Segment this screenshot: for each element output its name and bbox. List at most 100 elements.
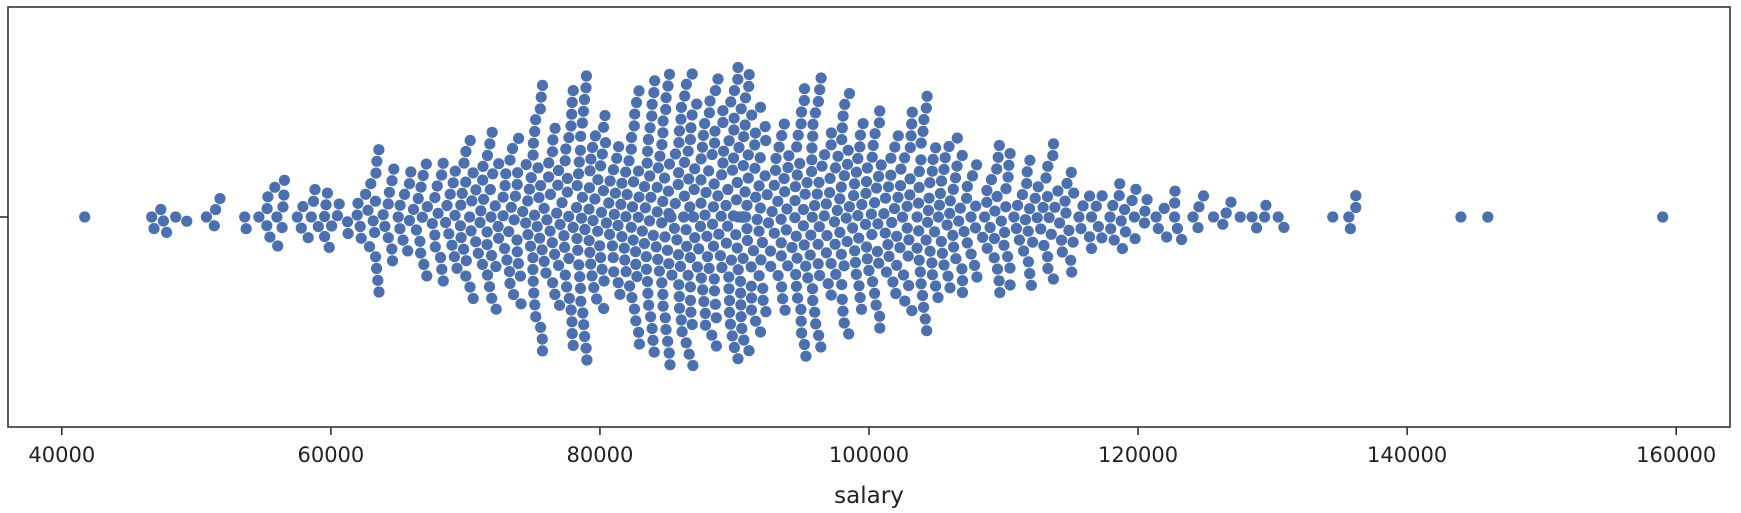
data-point [651, 181, 663, 193]
data-point [708, 178, 720, 190]
data-point [824, 187, 836, 199]
data-point [888, 203, 901, 215]
data-point [861, 162, 874, 174]
data-point [981, 242, 993, 254]
data-point [899, 152, 911, 164]
data-point [867, 139, 879, 151]
data-point [806, 142, 818, 154]
data-point [816, 160, 828, 172]
data-point [662, 335, 674, 347]
data-point [239, 211, 251, 223]
data-point [1004, 148, 1016, 160]
data-point [434, 251, 447, 264]
data-point [1004, 279, 1016, 291]
data-point [916, 289, 929, 302]
data-point [1004, 262, 1016, 274]
data-point [1045, 228, 1057, 240]
data-point [843, 201, 856, 213]
data-point [813, 329, 825, 341]
data-point [1027, 236, 1039, 248]
data-point [547, 277, 559, 289]
data-point [988, 232, 1001, 245]
data-point [709, 85, 722, 97]
data-point [432, 207, 444, 219]
data-point [573, 156, 585, 168]
data-point [1061, 177, 1073, 189]
data-point [540, 267, 552, 279]
data-point [606, 240, 619, 252]
data-point [948, 241, 960, 253]
data-point [797, 220, 810, 232]
data-point [792, 292, 804, 304]
data-point [477, 160, 489, 172]
data-point [421, 201, 433, 213]
data-point [504, 277, 516, 289]
data-point [394, 223, 406, 235]
data-point [79, 211, 91, 223]
data-point [813, 221, 825, 233]
data-point [1119, 226, 1132, 238]
data-point [616, 231, 628, 243]
data-point [553, 299, 566, 311]
data-point [815, 72, 827, 84]
data-point [451, 262, 463, 274]
data-point [379, 220, 391, 232]
data-point [523, 183, 536, 195]
data-point [814, 84, 826, 96]
data-point [577, 105, 590, 117]
data-point [1455, 211, 1467, 223]
data-point [813, 176, 825, 188]
data-point [663, 68, 676, 80]
data-point [470, 184, 482, 196]
data-point [732, 264, 744, 276]
data-point [777, 293, 789, 305]
data-point [873, 257, 885, 269]
data-point [269, 181, 281, 193]
data-point [596, 148, 608, 160]
data-point [716, 169, 728, 181]
data-point [1024, 203, 1036, 215]
data-point [798, 338, 811, 351]
data-point [342, 228, 354, 240]
data-point [591, 293, 603, 305]
data-point [828, 216, 841, 228]
data-point [1066, 266, 1078, 278]
data-point [919, 313, 931, 325]
data-point [709, 298, 722, 310]
data-point [728, 341, 741, 354]
data-point [371, 262, 383, 275]
data-point [687, 359, 699, 372]
data-point [722, 220, 734, 232]
data-point [580, 342, 592, 354]
data-point [1657, 211, 1669, 223]
data-point [1150, 211, 1162, 223]
data-point [873, 170, 885, 183]
data-point [157, 215, 169, 227]
data-point [1220, 207, 1232, 219]
data-point [742, 149, 754, 161]
data-point [1130, 183, 1142, 195]
data-point [920, 234, 932, 246]
data-point [589, 193, 601, 205]
data-point [854, 292, 866, 304]
data-point [652, 162, 664, 174]
data-point [370, 167, 382, 179]
data-point [553, 259, 565, 271]
data-point [645, 191, 657, 203]
data-point [697, 284, 709, 296]
data-point [728, 112, 740, 124]
data-point [609, 187, 622, 199]
data-point [566, 96, 578, 108]
data-point [755, 254, 767, 266]
data-point [899, 295, 911, 307]
data-point [869, 197, 881, 209]
data-point [730, 229, 742, 241]
data-point [699, 209, 711, 221]
data-point [880, 266, 893, 278]
data-point [1010, 222, 1023, 235]
data-point [1038, 239, 1050, 252]
data-point [905, 130, 917, 142]
data-point [683, 348, 695, 360]
data-point [732, 353, 744, 365]
data-point [1107, 199, 1119, 212]
